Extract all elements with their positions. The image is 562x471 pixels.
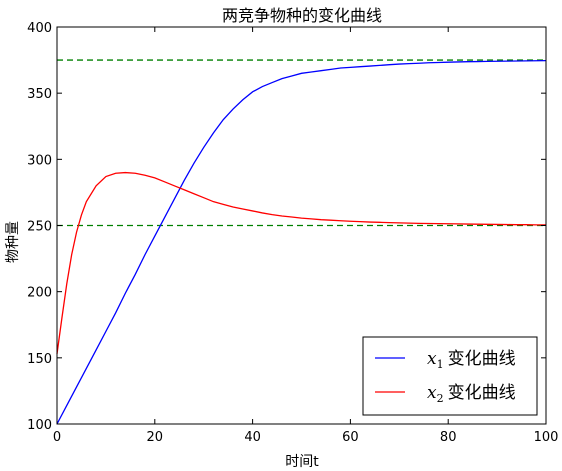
x-axis-title: 时间t [285, 454, 319, 470]
y-tick-label-150: 150 [27, 352, 52, 367]
y-tick-label-350: 350 [27, 87, 52, 102]
series-line-1 [56, 59, 547, 425]
y-tick-label-200: 200 [27, 286, 52, 301]
series-line-2 [56, 171, 546, 354]
x-tick-label-100: 100 [534, 430, 559, 445]
x-tick-label-60: 60 [342, 430, 359, 445]
legend-label-1: x1 变化曲线 [427, 349, 516, 371]
y-tick-label-300: 300 [27, 153, 52, 168]
legend-box [362, 336, 538, 416]
chart-title: 两竞争物种的变化曲线 [222, 6, 382, 25]
y-tick-label-400: 400 [27, 21, 52, 36]
y-tick-label-100: 100 [27, 418, 52, 433]
x-tick-label-80: 80 [440, 430, 457, 445]
plot-area: 0 20 40 60 80 100 100 150 200 250 300 350 400 x1 变化曲线 x… [27, 21, 558, 445]
x-tick-label-20: 20 [147, 430, 164, 445]
x-tick-label-40: 40 [244, 430, 261, 445]
x-tick-label-0: 0 [53, 430, 61, 445]
legend-label-2: x2 变化曲线 [427, 383, 516, 405]
y-tick-label-250: 250 [27, 220, 52, 235]
y-axis-title: 物种量 [5, 221, 21, 263]
